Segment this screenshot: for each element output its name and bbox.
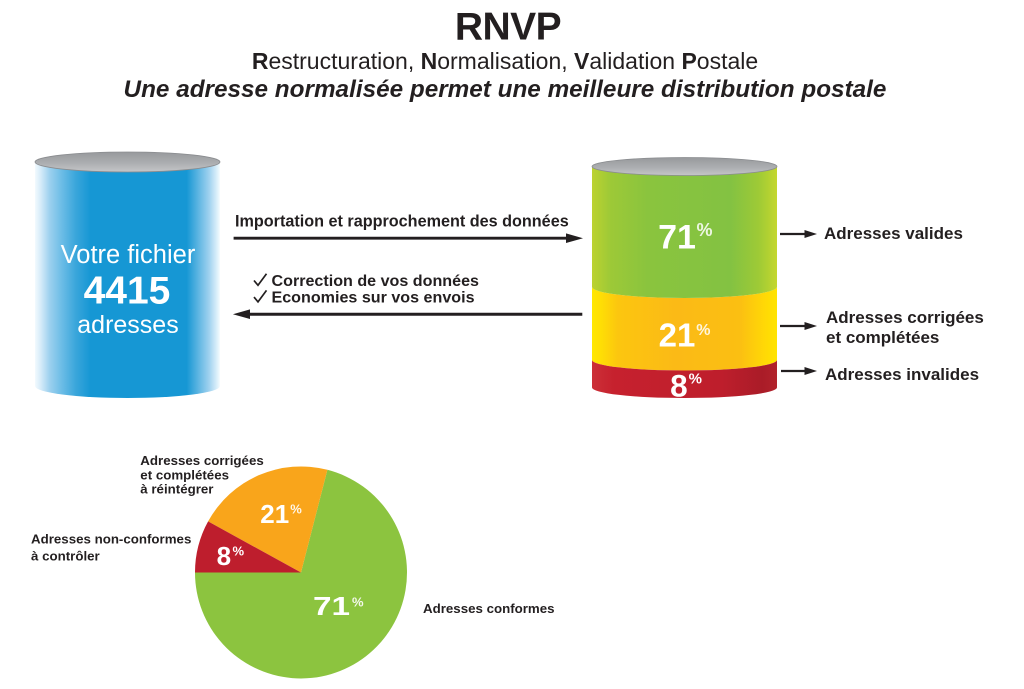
svg-text:RNVP: RNVP (455, 6, 561, 49)
svg-text:Economies sur vos envois: Economies sur vos envois (272, 289, 475, 307)
svg-text:à réintégrer: à réintégrer (140, 481, 213, 496)
svg-text:Adresses conformes: Adresses conformes (423, 601, 555, 616)
svg-text:Adresses non-conformes: Adresses non-conformes (31, 532, 191, 547)
svg-text:4415: 4415 (84, 269, 171, 312)
svg-text:Restructuration, Normalisation: Restructuration, Normalisation, Validati… (252, 48, 758, 74)
svg-text:adresses: adresses (77, 311, 178, 339)
svg-text:%: % (352, 595, 364, 610)
svg-text:21: 21 (659, 317, 696, 354)
svg-text:Adresses invalides: Adresses invalides (825, 365, 979, 384)
svg-text:71: 71 (658, 219, 696, 257)
svg-text:Adresses valides: Adresses valides (824, 224, 963, 243)
svg-text:%: % (697, 220, 713, 240)
svg-text:21: 21 (260, 499, 289, 529)
svg-text:Adresses corrigées: Adresses corrigées (140, 453, 263, 468)
svg-text:Votre fichier: Votre fichier (61, 241, 196, 269)
svg-text:et complétées: et complétées (140, 467, 229, 482)
svg-text:Correction de vos données: Correction de vos données (272, 272, 480, 290)
svg-text:8: 8 (217, 541, 231, 571)
svg-text:%: % (696, 322, 710, 339)
svg-text:%: % (290, 501, 302, 516)
svg-text:8: 8 (670, 368, 688, 404)
svg-text:%: % (689, 371, 702, 388)
svg-text:à contrôler: à contrôler (31, 549, 100, 564)
svg-text:et complétées: et complétées (826, 328, 939, 347)
svg-text:%: % (233, 544, 245, 559)
svg-text:Une adresse normalisée permet: Une adresse normalisée permet une meille… (124, 76, 887, 103)
svg-text:Adresses corrigées: Adresses corrigées (826, 308, 984, 327)
svg-text:Importation et rapprochement d: Importation et rapprochement des données (235, 213, 569, 231)
svg-text:71: 71 (313, 592, 350, 621)
